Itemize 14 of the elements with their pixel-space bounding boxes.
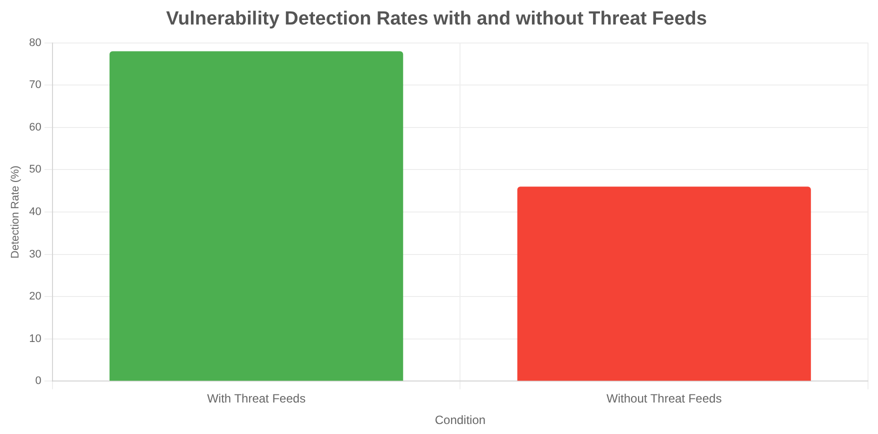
y-tick-label: 40 [29, 206, 42, 218]
y-tick-label: 50 [29, 164, 42, 176]
x-tick-label: Without Threat Feeds [606, 392, 722, 406]
y-tick-label: 30 [29, 248, 42, 260]
y-tick-label: 0 [35, 375, 42, 388]
y-tick-label: 80 [29, 36, 42, 49]
x-axis-title: Condition [434, 413, 486, 428]
y-tick-label: 20 [29, 290, 42, 303]
x-tick-label: With Threat Feeds [207, 392, 306, 406]
y-tick-label: 60 [29, 121, 42, 134]
chart-title: Vulnerability Detection Rates with and without Threat Feeds [166, 8, 707, 30]
y-axis-title: Detection Rate (%) [10, 166, 22, 258]
y-tick-label: 10 [29, 332, 42, 345]
y-tick-label: 70 [29, 79, 42, 92]
